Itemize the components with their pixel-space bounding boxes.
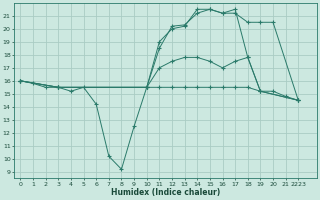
X-axis label: Humidex (Indice chaleur): Humidex (Indice chaleur) [111,188,220,197]
